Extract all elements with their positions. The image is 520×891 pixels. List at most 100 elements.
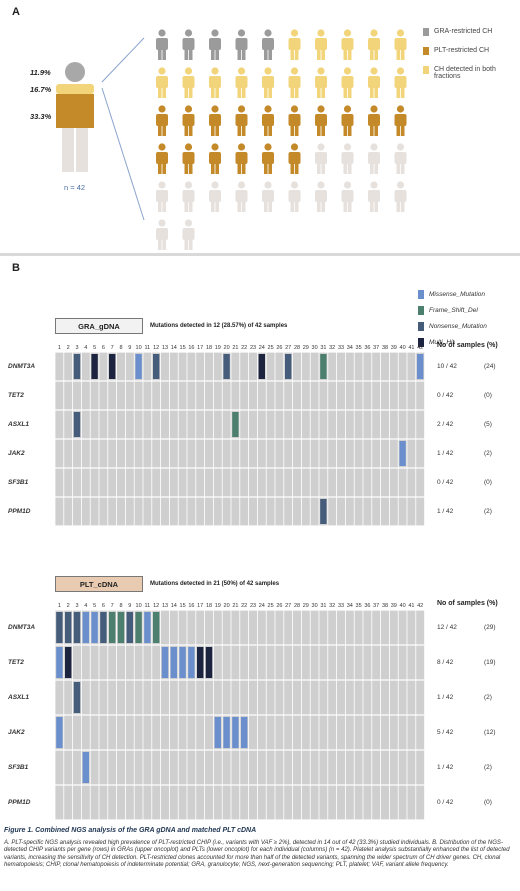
empty-cell [125,439,134,468]
column-number: 39 [391,603,397,609]
empty-cell [152,715,161,750]
gene-label: DNMT3A [8,362,36,370]
empty-cell [284,715,293,750]
empty-cell [275,785,284,820]
person-icon-plt [209,105,221,136]
empty-cell [372,352,381,381]
empty-cell [81,645,90,680]
mutation-cell-missense [91,612,98,643]
legend-a-item: CH detected in both fractions [423,66,518,80]
person-icon-none [182,219,195,250]
empty-cell [240,750,249,785]
column-number: 26 [276,345,282,351]
empty-cell [125,645,134,680]
empty-cell [363,645,372,680]
empty-cell [310,715,319,750]
empty-cell [293,381,301,410]
empty-cell [117,410,125,439]
empty-cell [73,381,81,410]
column-number: 14 [171,345,177,351]
person-icon-none [156,181,168,212]
empty-cell [196,610,205,645]
sample-count: 1 / 42 [437,449,454,457]
empty-cell [178,381,187,410]
sample-percent: (2) [484,693,492,701]
empty-cell [73,645,81,680]
empty-cell [231,439,240,468]
mutation-cell-missense [223,717,230,748]
empty-cell [389,610,398,645]
empty-cell [99,497,108,526]
empty-cell [266,610,275,645]
samples-header: No of samples (%) [437,600,498,607]
legend-swatch [423,28,429,36]
empty-cell [222,750,231,785]
person-icon-none [368,181,380,212]
empty-cell [257,468,266,497]
empty-cell [99,468,108,497]
empty-cell [310,680,319,715]
empty-cell [328,381,337,410]
empty-cell [161,680,169,715]
empty-cell [310,468,319,497]
person-icon-both [235,67,248,98]
empty-cell [187,680,196,715]
column-number: 4 [84,345,87,351]
empty-cell [169,497,178,526]
empty-cell [275,439,284,468]
column-number: 5 [93,345,96,351]
legend-b-label: Frame_Shift_Del [429,306,478,314]
mutation-cell-missense [56,647,63,678]
column-number: 12 [153,603,159,609]
legend-b: Missense_Mutation Frame_Shift_Del Nonsen… [418,286,487,350]
people-grid [150,25,420,250]
empty-cell [169,410,178,439]
empty-cell [372,680,381,715]
legend-b-item: Nonsense_Mutation [418,318,487,334]
empty-cell [55,785,64,820]
pct-gra-restricted: 11.9% [30,68,51,77]
column-number: 18 [206,603,212,609]
empty-cell [169,468,178,497]
empty-cell [407,645,416,680]
column-number: 1 [58,345,61,351]
empty-cell [134,715,143,750]
mutation-cell-nonsense [56,612,63,643]
empty-cell [187,785,196,820]
empty-cell [381,680,389,715]
empty-cell [134,468,143,497]
empty-cell [169,439,178,468]
column-number: 1 [58,603,61,609]
empty-cell [257,410,266,439]
empty-cell [99,439,108,468]
summary-person-figure [56,62,94,172]
person-icon-plt [262,143,274,174]
empty-cell [249,352,257,381]
empty-cell [249,645,257,680]
empty-cell [152,439,161,468]
empty-cell [161,610,169,645]
column-number: 22 [241,345,247,351]
column-number: 21 [232,603,238,609]
empty-cell [55,410,64,439]
mutation-cell-nonsense [65,612,72,643]
empty-cell [416,680,425,715]
empty-cell [284,497,293,526]
empty-cell [275,715,284,750]
sample-count: 12 / 42 [437,623,457,631]
empty-cell [416,785,425,820]
mutation-cell-missense [144,612,151,643]
person-icon-both [315,67,327,98]
empty-cell [187,352,196,381]
empty-cell [363,381,372,410]
person-icon-plt [209,143,221,174]
sample-count: 1 / 42 [437,763,454,771]
empty-cell [169,785,178,820]
empty-cell [161,439,169,468]
empty-cell [416,468,425,497]
mutation-cell-nonsense [153,354,160,379]
empty-cell [363,497,372,526]
empty-cell [337,610,345,645]
empty-cell [99,381,108,410]
empty-cell [108,439,117,468]
